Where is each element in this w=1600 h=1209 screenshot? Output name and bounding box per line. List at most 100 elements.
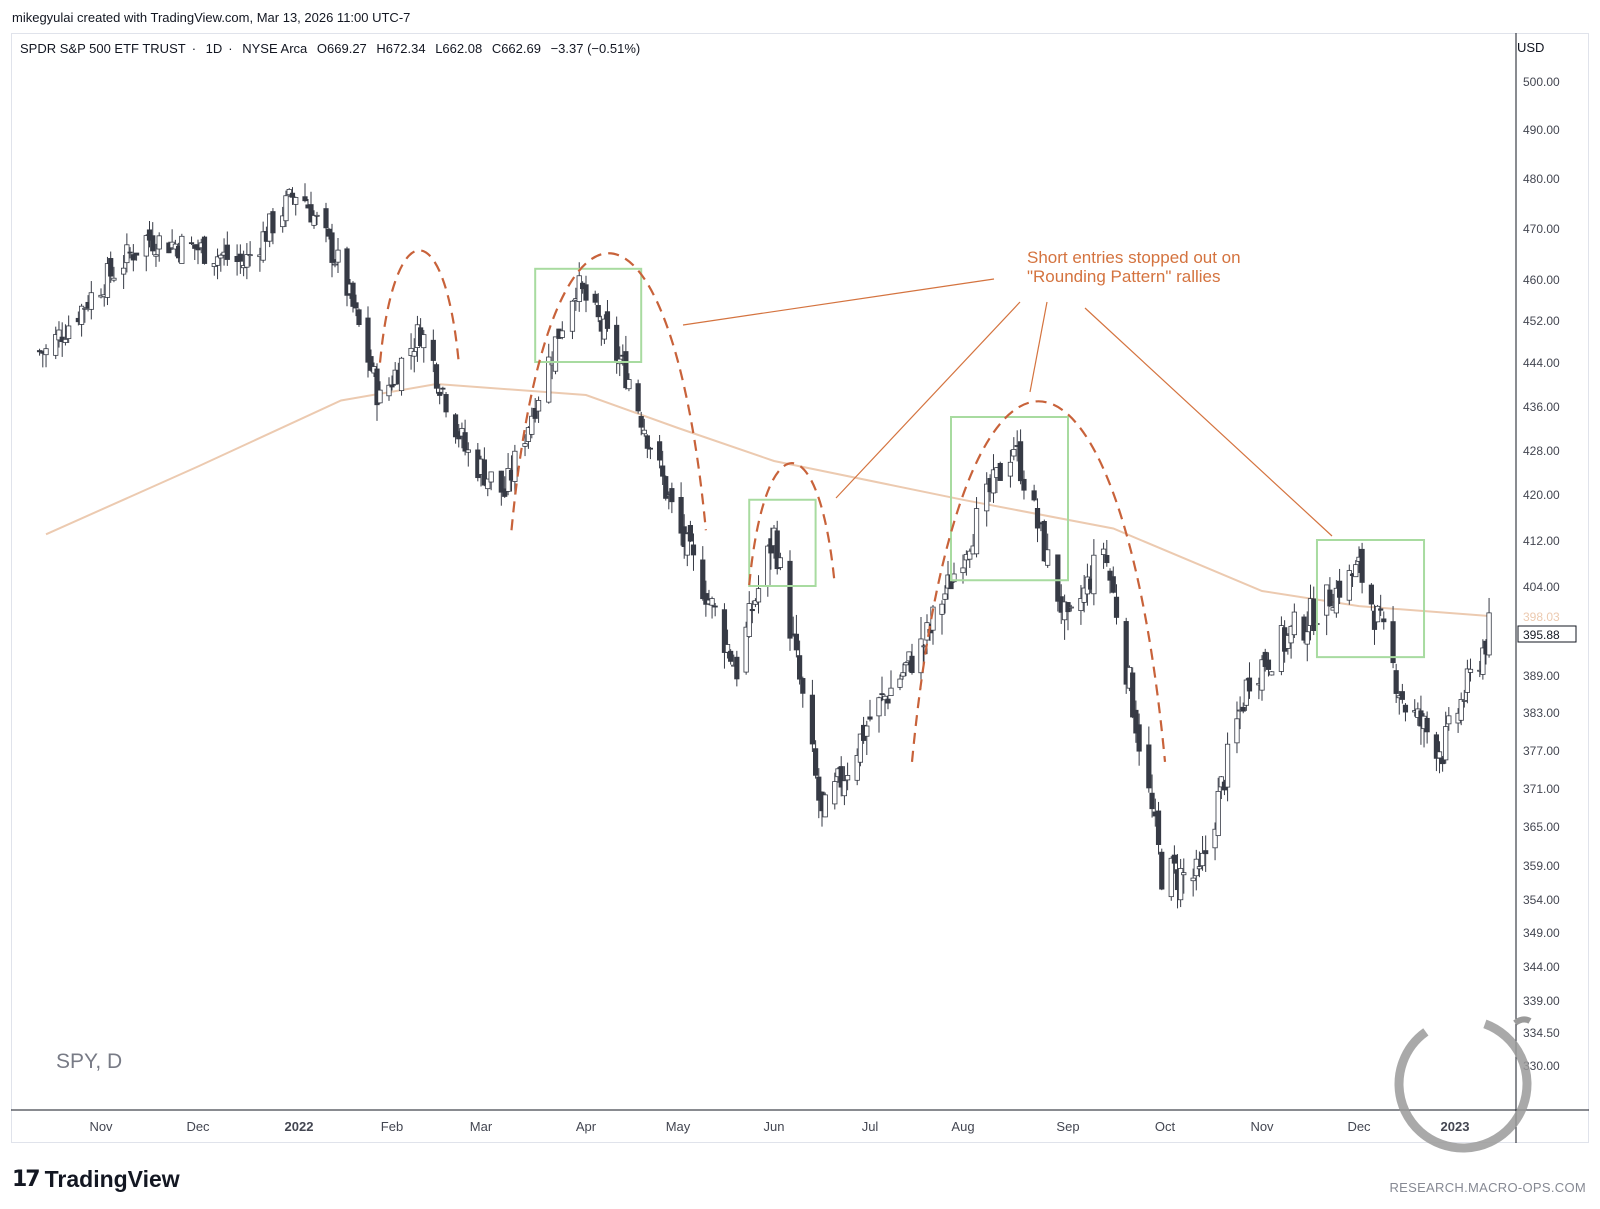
candle-body-up: [822, 794, 828, 818]
candle: [1113, 584, 1120, 625]
candle-body-up: [746, 603, 752, 637]
candle-body-down: [433, 364, 440, 389]
candle: [909, 643, 915, 675]
candle: [700, 546, 706, 601]
legend-change: −3.37 (−0.51%): [550, 41, 641, 56]
candle: [1136, 713, 1142, 766]
candle-body-down: [703, 593, 709, 605]
price-tick-label: 377.00: [1523, 744, 1560, 758]
candle: [1212, 822, 1218, 861]
candles-layer: [36, 183, 1492, 909]
candle-body-down: [302, 196, 308, 202]
candle: [885, 695, 891, 710]
price-tick-label: 330.00: [1523, 1059, 1560, 1073]
candle-body-up: [411, 351, 417, 357]
candle-body-down: [1440, 757, 1446, 765]
candle-body-up: [1436, 751, 1443, 759]
candle: [1168, 856, 1174, 901]
legend-symbol-name: SPDR S&P 500 ETF TRUST: [20, 41, 186, 56]
candle-body-down: [1311, 598, 1317, 632]
candle: [1291, 603, 1297, 639]
candle: [857, 733, 864, 767]
candle: [967, 548, 973, 568]
price-tick-label: 460.00: [1523, 273, 1560, 287]
candle-body-down: [787, 560, 793, 639]
time-tick-label: Mar: [470, 1119, 493, 1134]
candle: [663, 475, 669, 501]
candle-body-up: [156, 235, 162, 250]
candle: [1311, 586, 1317, 636]
candle-body-up: [1212, 828, 1218, 849]
candle: [1443, 711, 1449, 764]
candle-body-down: [660, 465, 666, 477]
candle-body-up: [421, 334, 427, 349]
candle: [218, 253, 224, 272]
candle-body-up: [529, 415, 535, 435]
candle-body-down: [1110, 576, 1116, 593]
candle: [900, 663, 906, 680]
candle-body-up: [709, 598, 715, 606]
candle: [774, 520, 780, 575]
time-tick-label: 2022: [285, 1119, 314, 1134]
candle-body-down: [749, 608, 755, 612]
candle: [79, 303, 85, 337]
candle: [678, 482, 684, 546]
candle: [793, 614, 800, 658]
candle-body-up: [179, 235, 185, 264]
candle-body-down: [308, 204, 314, 223]
legend-interval: 1D: [205, 41, 223, 56]
candle: [153, 243, 159, 267]
candle: [960, 554, 966, 584]
candle-body-up: [1304, 631, 1310, 645]
candle: [244, 243, 250, 280]
candle-body-up: [332, 263, 338, 266]
candle-body-up: [488, 471, 494, 483]
candle: [1224, 732, 1231, 802]
currency-button[interactable]: USD: [1517, 40, 1545, 55]
candle: [614, 316, 620, 374]
candle: [1381, 611, 1387, 630]
candle: [214, 248, 221, 280]
candle: [389, 375, 395, 391]
legend-close: C662.69: [491, 41, 541, 56]
tradingview-logo[interactable]: 17 TradingView: [12, 1166, 180, 1193]
candle-body-up: [1081, 587, 1087, 603]
candle: [377, 381, 383, 404]
candle: [1104, 539, 1110, 567]
candle: [1017, 429, 1024, 485]
research-credit: RESEARCH.MACRO-OPS.COM: [1389, 1180, 1586, 1195]
candle: [465, 442, 471, 467]
candle: [604, 299, 611, 332]
candle: [53, 326, 59, 360]
candle-body-up: [124, 244, 130, 264]
candle-body-down: [1378, 608, 1384, 611]
candle-body-down: [1136, 724, 1142, 752]
candle-body-up: [1199, 852, 1206, 867]
candle-body-up: [1467, 668, 1474, 673]
symbol-legend[interactable]: SPDR S&P 500 ETF TRUST · 1D · NYSE Arca O6…: [20, 41, 641, 56]
candle: [247, 241, 253, 267]
candle-body-down: [502, 488, 508, 497]
candle-body-up: [857, 733, 864, 763]
candle: [712, 602, 718, 617]
time-tick-label: May: [666, 1119, 691, 1134]
candle-body-down: [595, 305, 601, 318]
candle-body-up: [62, 338, 69, 343]
candle-body-down: [885, 698, 891, 704]
candle-body-down: [1301, 616, 1307, 641]
candle-body-up: [386, 384, 392, 397]
price-tick-label: 344.00: [1523, 960, 1560, 974]
candle-body-down: [728, 650, 734, 662]
candle-body-up: [960, 567, 966, 574]
candle-body-down: [374, 368, 380, 406]
candle: [88, 281, 94, 320]
candle: [323, 202, 329, 243]
highlight-box-3: [950, 416, 1069, 582]
candle-body-up: [832, 781, 838, 805]
price-tick-label: 404.00: [1523, 580, 1560, 594]
time-tick-label: Apr: [576, 1119, 597, 1134]
candle: [647, 446, 654, 460]
legend-exchange: NYSE Arca: [242, 41, 308, 56]
price-tick-label: 389.00: [1523, 669, 1560, 683]
